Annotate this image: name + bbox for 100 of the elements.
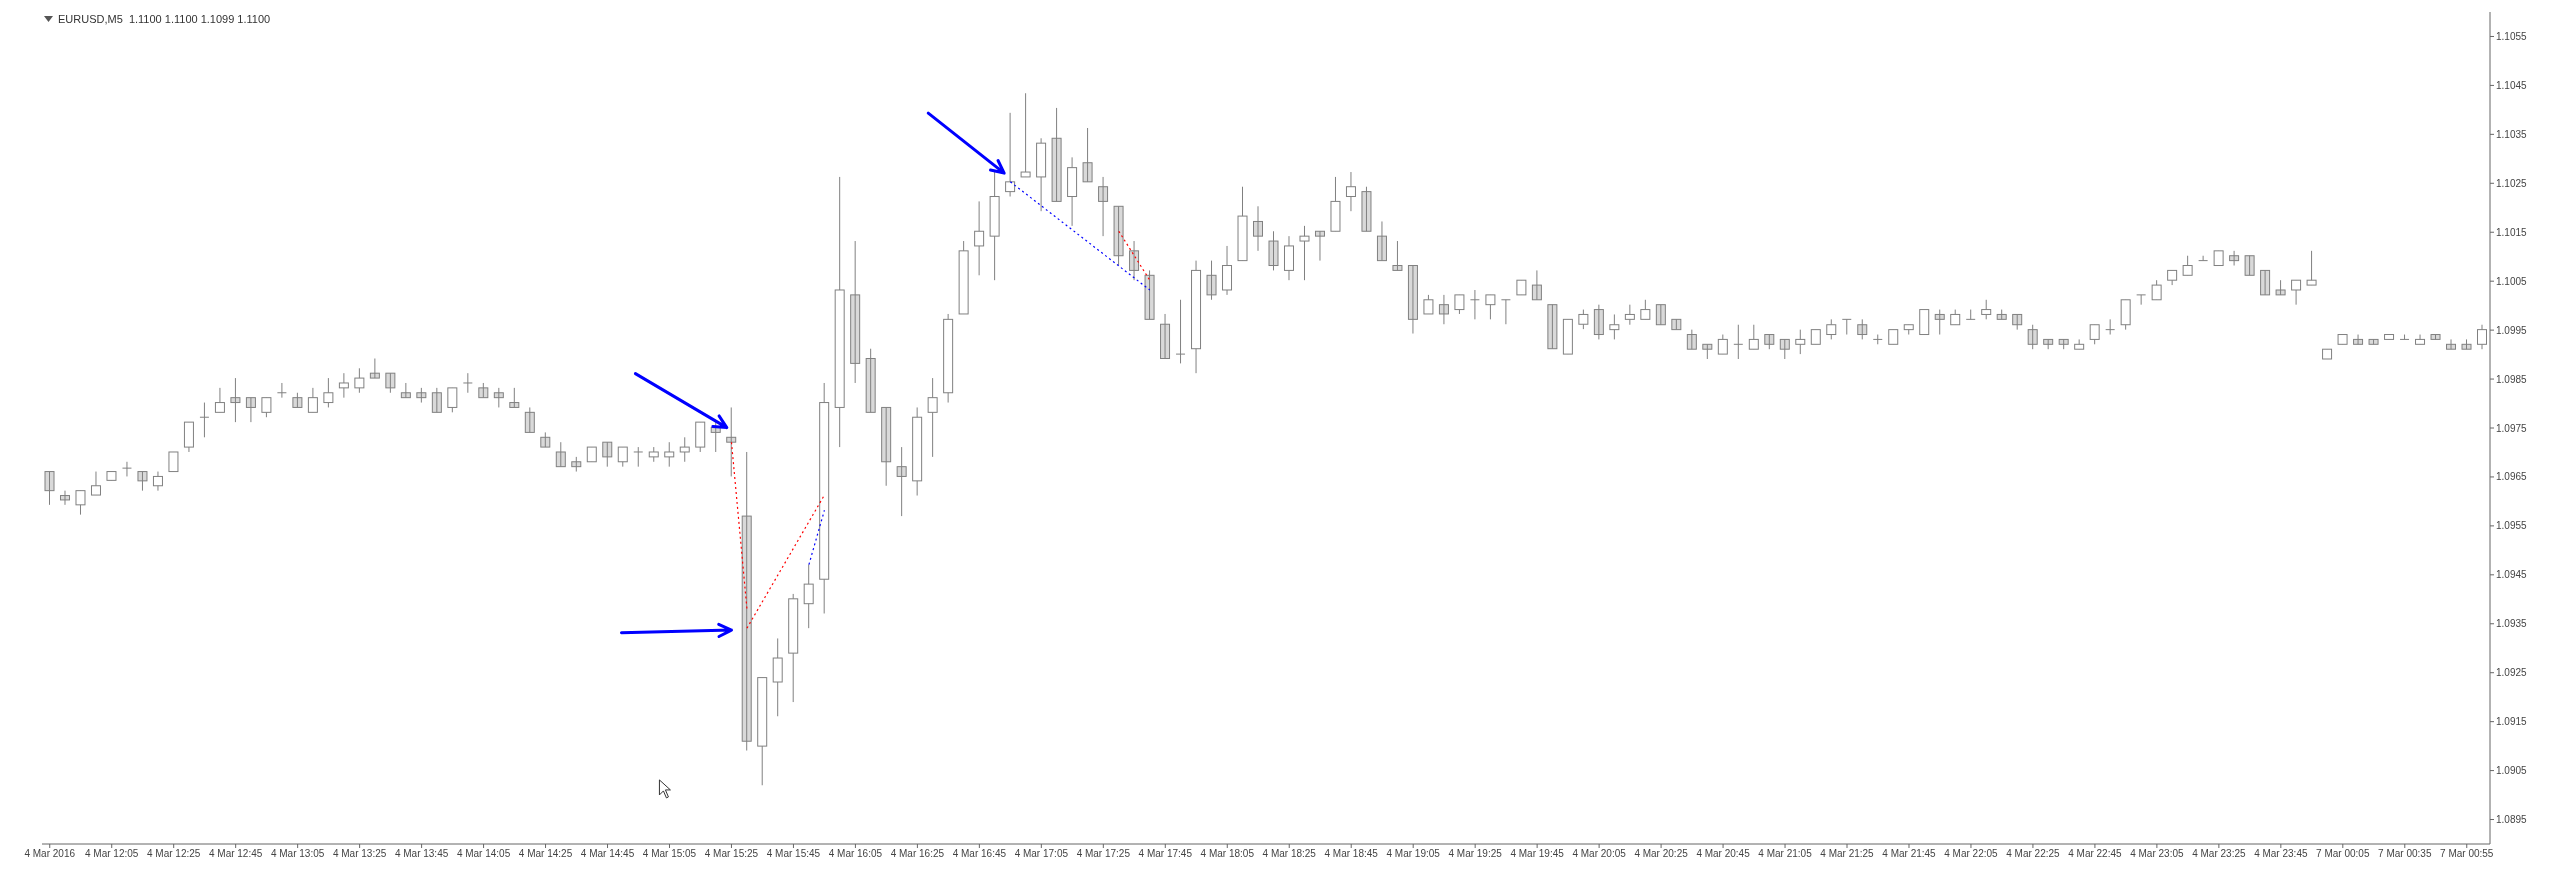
candlestick <box>2198 255 2209 262</box>
candlestick <box>1299 225 1310 281</box>
candlestick <box>447 387 458 413</box>
candlestick <box>1996 309 2007 320</box>
candlestick <box>1500 299 1511 325</box>
candlestick <box>1857 318 1868 340</box>
y-tick-label: 1.1025 <box>2496 177 2528 189</box>
x-tick-label: 4 Mar 13:45 <box>394 848 449 860</box>
x-tick-label: 4 Mar 12:45 <box>208 848 263 860</box>
candlestick <box>1624 304 1635 326</box>
candlestick <box>881 406 892 487</box>
candlestick <box>2105 318 2116 336</box>
x-tick-label: 4 Mar 21:25 <box>1820 848 1875 860</box>
candlestick <box>2027 324 2038 350</box>
candlestick <box>509 387 520 408</box>
candlestick <box>1051 107 1062 202</box>
candlestick <box>214 387 225 413</box>
candlestick <box>1392 240 1403 271</box>
x-tick-label: 4 Mar 23:25 <box>2192 848 2246 860</box>
y-tick-label: 1.0945 <box>2496 569 2528 581</box>
candlestick <box>385 372 396 394</box>
candlestick <box>555 441 566 468</box>
y-tick-label: 1.0925 <box>2496 667 2528 679</box>
x-tick-label: 4 Mar 18:45 <box>1324 848 1379 860</box>
x-tick-label: 4 Mar 20:05 <box>1572 848 1627 860</box>
candlestick <box>772 637 783 717</box>
x-tick-label: 4 Mar 19:05 <box>1386 848 1441 860</box>
candlestick <box>1686 329 1697 350</box>
candlestick <box>1609 313 1620 340</box>
y-tick-label: 1.0905 <box>2496 765 2528 777</box>
candlestick <box>1748 324 1759 350</box>
y-tick-label: 1.0965 <box>2496 471 2528 483</box>
candlestick <box>2291 279 2302 306</box>
y-tick-label: 1.0935 <box>2496 618 2528 630</box>
x-tick-label: 4 Mar 22:25 <box>2006 848 2061 860</box>
candlestick <box>1733 324 1744 360</box>
candlestick <box>44 471 55 506</box>
candlestick <box>1655 304 1666 326</box>
candlestick <box>1841 318 1852 336</box>
candlestick <box>276 382 287 399</box>
candlestick <box>1082 127 1093 183</box>
candlestick <box>2151 279 2162 301</box>
candlestick <box>369 358 380 379</box>
candlestick <box>1314 230 1325 262</box>
candlestick <box>230 377 241 423</box>
candlestick <box>2477 324 2488 350</box>
candlestick <box>323 377 334 408</box>
candlestick <box>75 490 86 516</box>
candlestick <box>354 367 365 394</box>
x-tick-label: 4 Mar 13:25 <box>332 848 387 860</box>
candlestick <box>1005 112 1016 198</box>
candlestick <box>90 471 101 496</box>
candlestick <box>2089 324 2100 345</box>
candlestick <box>1469 289 1480 320</box>
candlestick <box>1671 318 1682 331</box>
x-tick-label: 7 Mar 00:55 <box>2440 848 2494 860</box>
y-tick-label: 1.0915 <box>2496 716 2528 728</box>
candlestick <box>1578 309 1589 330</box>
candlestick <box>974 200 985 276</box>
x-tick-label: 4 Mar 12:05 <box>85 848 139 860</box>
y-tick-label: 1.1035 <box>2496 128 2528 140</box>
candlestick <box>2058 338 2069 350</box>
candlestick <box>1020 92 1031 178</box>
candlestick <box>1593 304 1604 340</box>
candlestick <box>726 406 737 477</box>
candlestick <box>664 441 675 468</box>
y-tick-label: 1.0975 <box>2496 422 2528 434</box>
candlestick <box>2275 279 2286 296</box>
candlestick <box>540 431 551 448</box>
x-tick-label: 4 Mar 16:05 <box>828 848 883 860</box>
candlestick <box>416 387 427 404</box>
candlestick <box>307 387 318 413</box>
candlestick <box>1407 265 1418 335</box>
x-tick-label: 4 Mar 15:05 <box>642 848 697 860</box>
x-tick-label: 4 Mar 20:25 <box>1634 848 1689 860</box>
candlestick <box>2306 250 2317 286</box>
candlestick <box>1826 318 1837 340</box>
x-tick-label: 4 Mar 20:45 <box>1696 848 1751 860</box>
x-tick-label: 4 Mar 17:25 <box>1076 848 1131 860</box>
candlestick <box>1345 171 1356 212</box>
candlestick <box>338 372 349 399</box>
candlestick <box>1098 176 1109 237</box>
x-tick-label: 4 Mar 2016 <box>24 848 76 860</box>
x-tick-label: 4 Mar 17:05 <box>1014 848 1069 860</box>
candlestick <box>1717 334 1728 355</box>
candlestick <box>1423 294 1434 315</box>
chart-title: EURUSD,M5 1.1100 1.1100 1.1099 1.1100 <box>58 13 271 25</box>
candlestick <box>865 348 876 413</box>
candlestick <box>1547 304 1558 350</box>
candlestick <box>1454 294 1465 315</box>
candlestick <box>1160 313 1171 359</box>
y-tick-label: 1.1045 <box>2496 79 2528 91</box>
x-tick-label: 4 Mar 14:45 <box>580 848 635 860</box>
y-tick-label: 1.1005 <box>2496 275 2528 287</box>
candlestick <box>2446 338 2457 350</box>
candlestick <box>524 406 535 433</box>
candlestick <box>1764 334 1775 350</box>
candlestick <box>633 446 644 468</box>
candlestick <box>462 372 473 394</box>
candlestick <box>1175 299 1186 364</box>
